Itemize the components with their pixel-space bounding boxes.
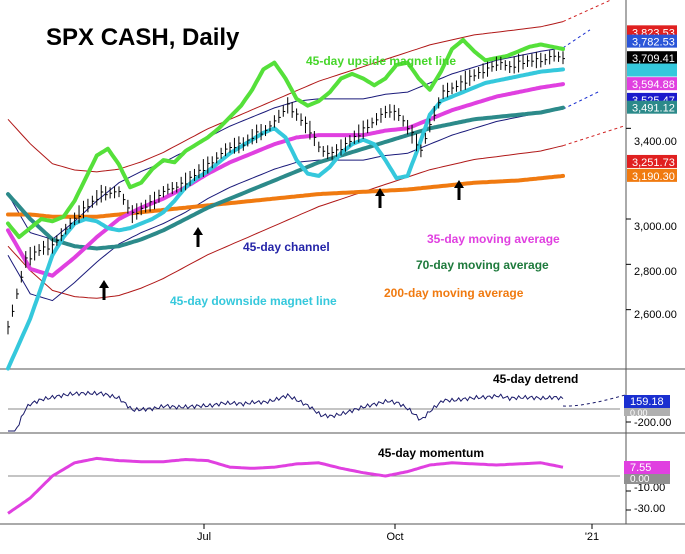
detrend-zero-tag — [624, 408, 670, 416]
upside-magnet-label: 45-day upside magnet line — [306, 54, 456, 68]
value-tag: 3,491.12 — [627, 100, 677, 115]
ma70-label: 70-day moving average — [416, 258, 549, 272]
channel-label: 45-day channel — [243, 240, 330, 254]
y-tick-label: 2,600.00 — [634, 309, 677, 321]
channel-lower — [7, 108, 564, 302]
momentum-value-tag — [624, 461, 670, 474]
value-tag — [627, 63, 677, 77]
value-tag-label: 3,594.88 — [632, 79, 675, 91]
value-tag-box — [627, 154, 677, 168]
y-tick-label: -30.00 — [634, 503, 665, 515]
upside-magnet-line — [6, 37, 565, 240]
outer-channel-lower — [7, 145, 564, 299]
value-tag-box — [627, 100, 677, 114]
detrend-zero: 0.00 — [630, 408, 648, 418]
value-tag: 3,251.73 — [627, 154, 677, 169]
detrend-line — [8, 390, 564, 432]
value-tag-box — [627, 34, 677, 48]
plot-layer — [0, 0, 685, 529]
momentum-value: 7.55 — [630, 462, 651, 474]
momentum-line — [7, 456, 564, 515]
ma70-line — [6, 105, 565, 251]
value-tag-label: 3,190.30 — [632, 171, 675, 183]
value-tag-label: 3,782.53 — [632, 37, 675, 49]
value-tag-label: 3,251.73 — [632, 157, 675, 169]
downside-magnet-line — [6, 67, 565, 371]
y-tick-label: -200.00 — [634, 417, 671, 429]
momentum-zero: 0.00 — [630, 474, 650, 485]
value-tag-box — [627, 51, 677, 65]
ma200-label: 200-day moving average — [384, 286, 524, 300]
detrend-value: 159.18 — [630, 396, 664, 408]
ma200-line — [6, 173, 565, 219]
detrend-projection — [562, 394, 626, 407]
channel-lower-projection — [562, 90, 601, 110]
outer-lower-projection — [562, 125, 626, 147]
chart-title: SPX CASH, Daily — [46, 24, 240, 51]
x-tick-label: '21 — [585, 531, 599, 543]
value-tag: 3,594.88 — [627, 77, 677, 91]
low-arrow-icon — [454, 180, 464, 188]
value-tag-box — [627, 77, 677, 91]
momentum-zero-tag — [624, 474, 670, 484]
detrend-value-tag — [624, 395, 670, 408]
downside-magnet-label: 45-day downside magnet line — [170, 294, 337, 308]
value-tag: 3,709.41 — [627, 51, 677, 65]
channel-upper — [7, 47, 564, 240]
x-tick-label: Oct — [386, 531, 403, 543]
low-arrow-icon — [193, 227, 203, 235]
x-tick-label: Jul — [197, 531, 211, 543]
low-arrow-icon — [99, 280, 109, 288]
value-tag-layer: 3,823.533,782.533,709.413,594.883,525.47… — [627, 25, 677, 183]
y-tick-label: 2,800.00 — [634, 266, 677, 278]
value-tag-box — [627, 168, 677, 182]
y-tick-label: -10.00 — [634, 482, 665, 494]
value-tag-label: 3,709.41 — [632, 53, 675, 65]
value-tag-label: 3,491.12 — [632, 103, 675, 115]
value-tag: 3,782.53 — [627, 34, 677, 49]
y-tick-label: 3,400.00 — [634, 136, 677, 148]
outer-channel-upper — [7, 21, 564, 173]
y-tick-label: 3,000.00 — [634, 221, 677, 233]
low-arrow-icon — [375, 188, 385, 196]
value-tag-box — [627, 63, 677, 77]
detrend-label: 45-day detrend — [493, 372, 578, 386]
value-tag: 3,190.30 — [627, 168, 677, 183]
momentum-label: 45-day momentum — [378, 446, 484, 460]
ma35-label: 35-day moving average — [427, 232, 560, 246]
